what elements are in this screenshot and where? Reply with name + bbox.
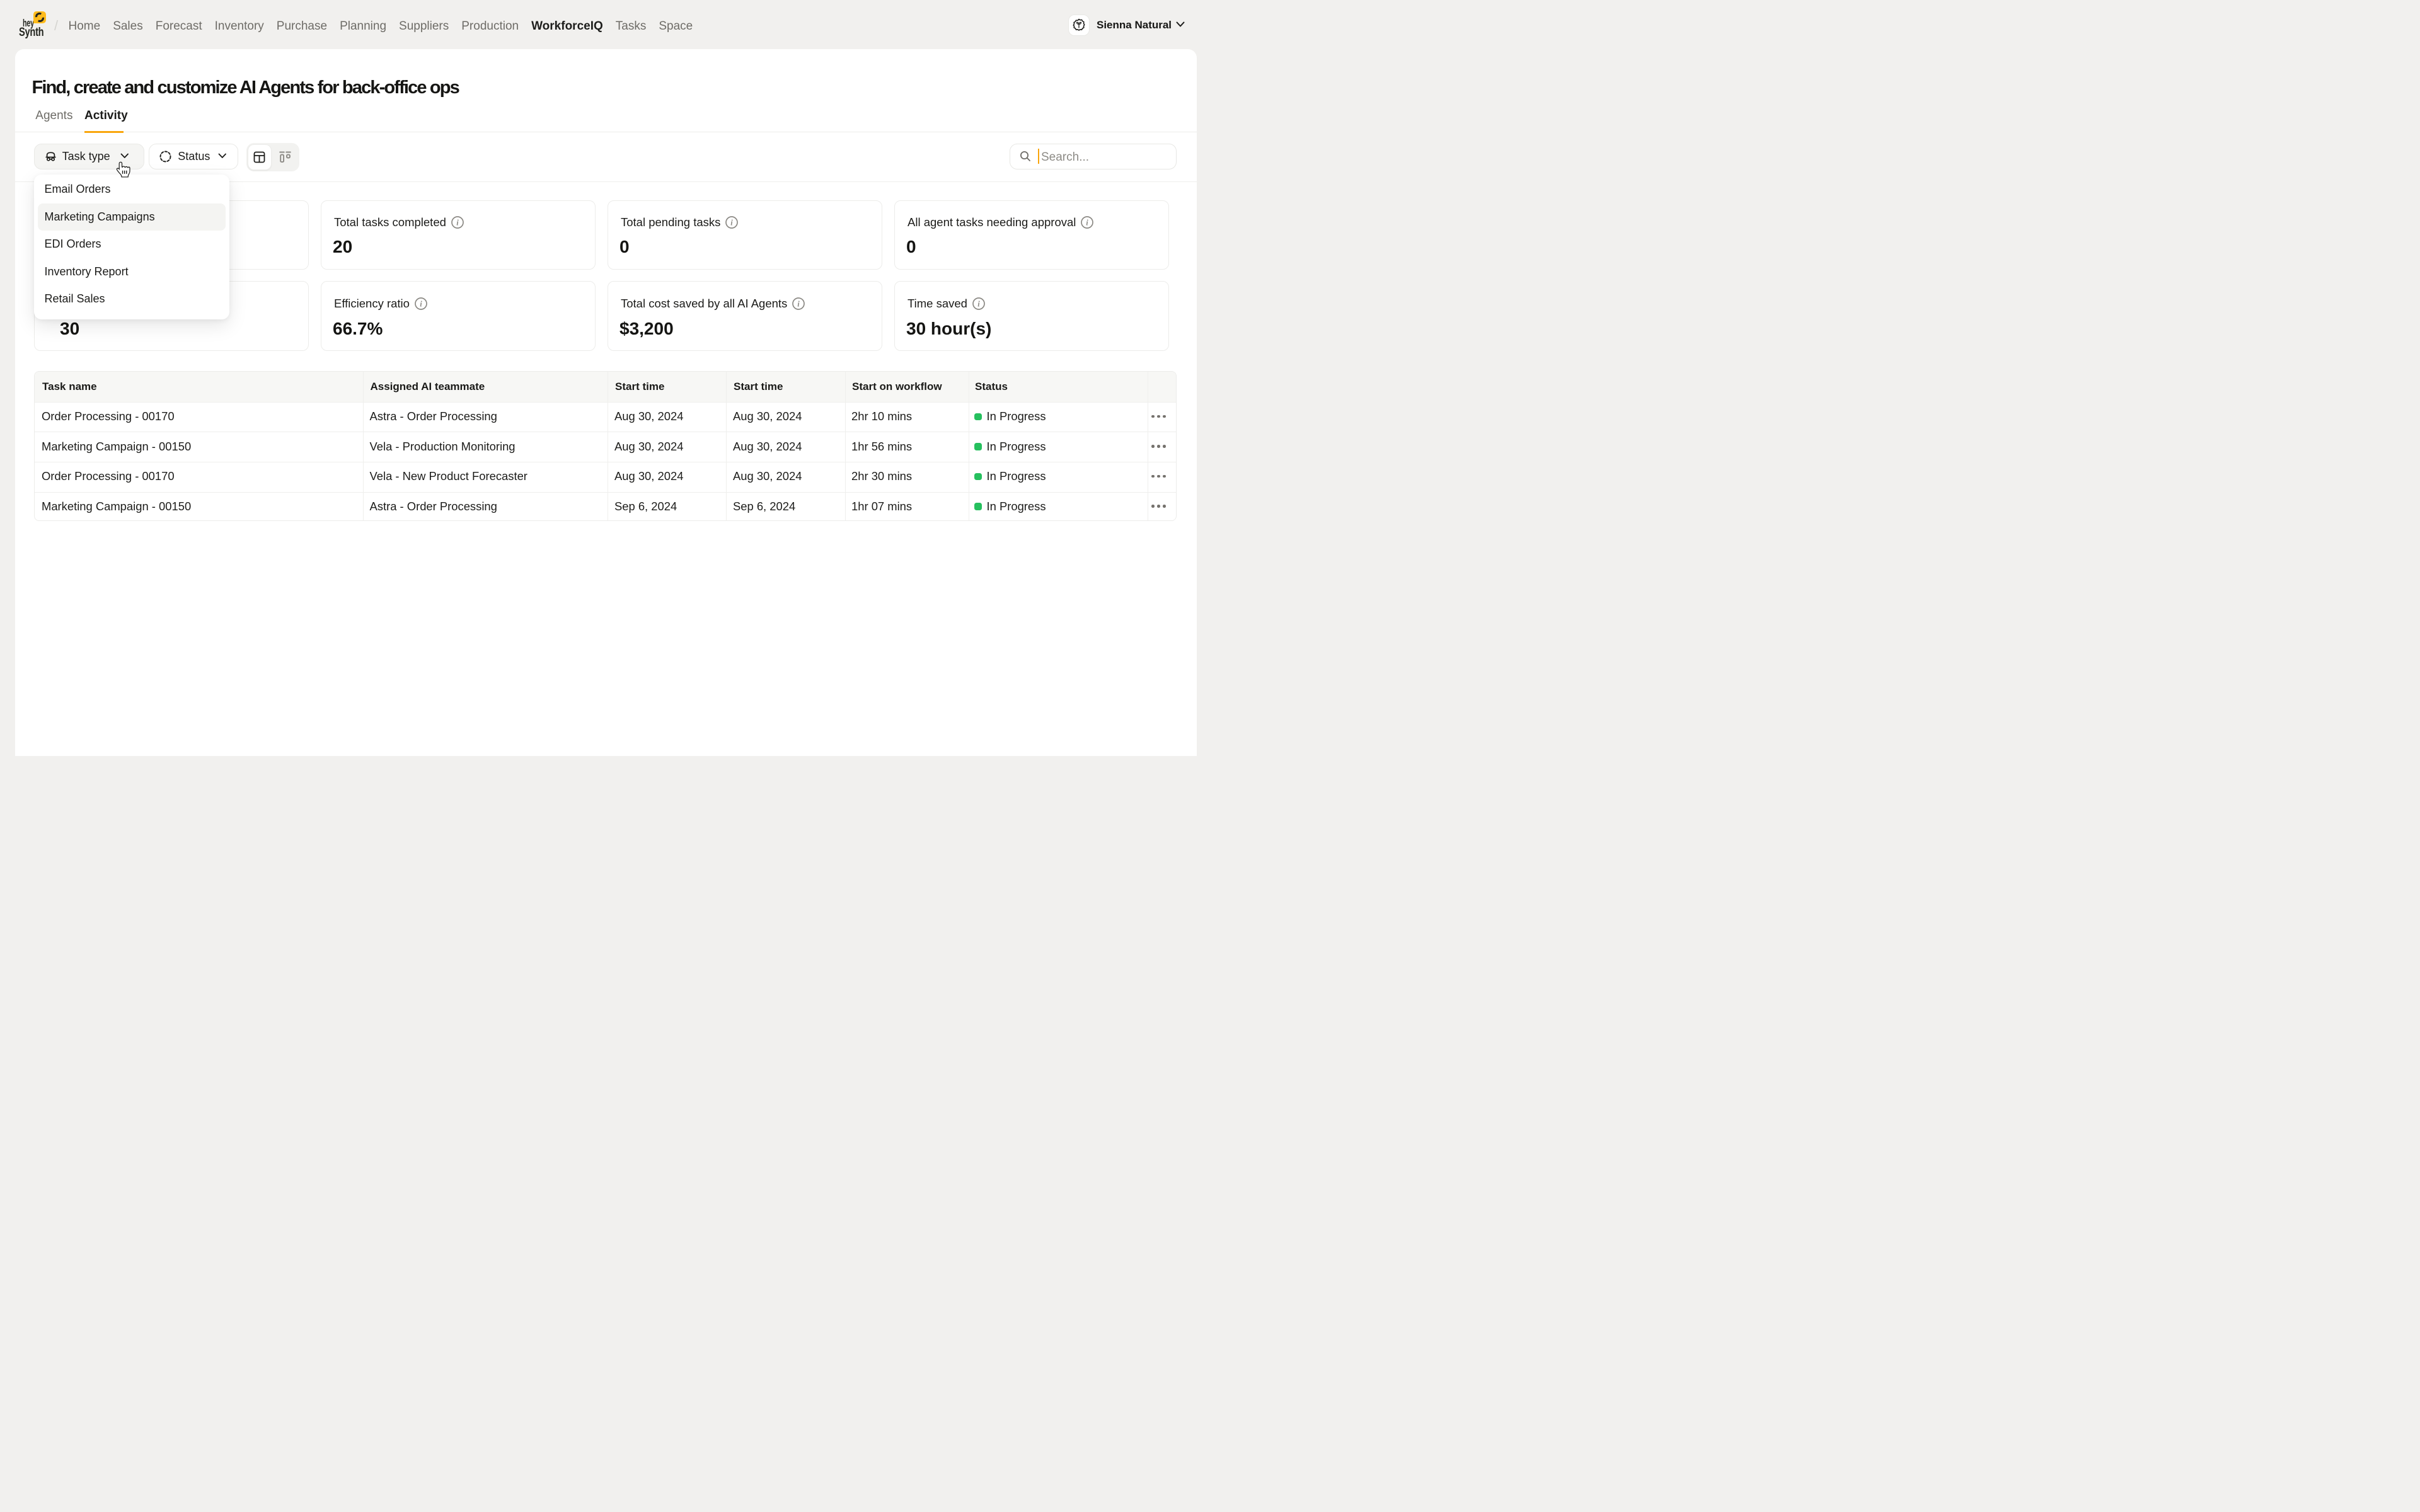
svg-text:i: i xyxy=(798,300,800,309)
svg-text:i: i xyxy=(1086,219,1089,227)
svg-text:i: i xyxy=(977,300,980,309)
svg-text:i: i xyxy=(731,219,734,227)
svg-text:i: i xyxy=(420,300,422,309)
svg-text:i: i xyxy=(456,219,459,227)
